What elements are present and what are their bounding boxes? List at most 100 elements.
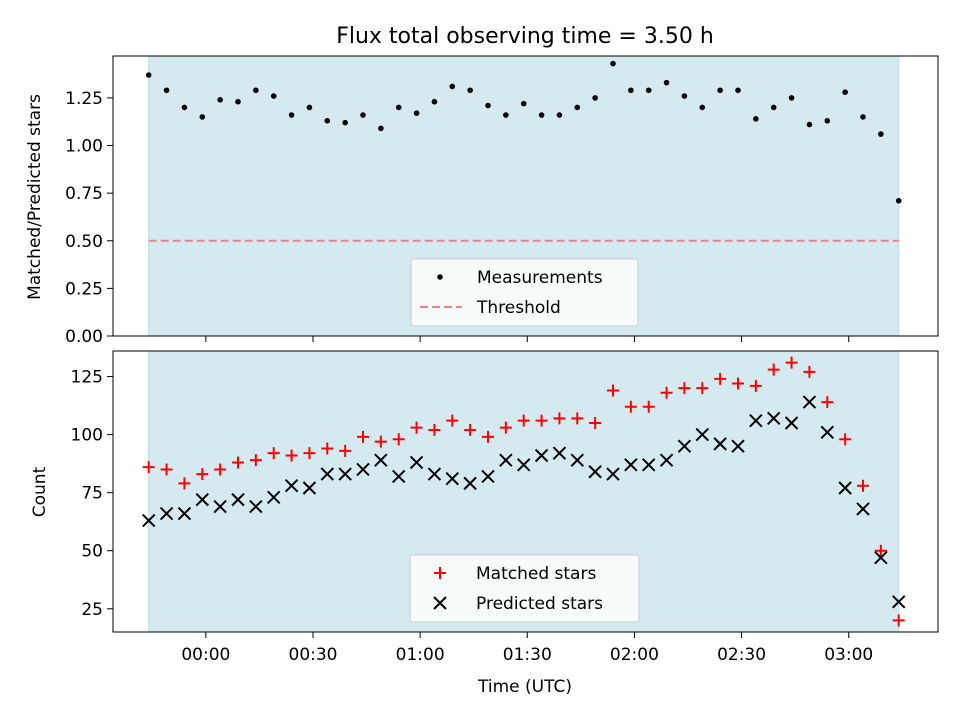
predicted-point xyxy=(659,453,674,467)
measurement-point xyxy=(395,104,402,111)
predicted-point xyxy=(320,467,334,481)
predicted-point xyxy=(820,425,834,439)
matched-point xyxy=(232,456,244,469)
measurement-point xyxy=(503,112,509,118)
predicted-point xyxy=(427,467,442,481)
matched-point xyxy=(517,414,530,427)
predicted-point xyxy=(302,481,317,495)
y-tick-label: 0.25 xyxy=(65,279,103,299)
y-tick-label: 1.00 xyxy=(65,137,103,157)
matched-point xyxy=(428,423,441,436)
measurement-point xyxy=(378,125,384,132)
predicted-point xyxy=(177,506,192,521)
axes-frame xyxy=(112,55,939,337)
matched-point xyxy=(142,461,155,474)
matched-point xyxy=(642,400,655,413)
y-tick-label: 25 xyxy=(81,600,103,620)
predicted-point xyxy=(588,465,602,479)
predicted-point xyxy=(642,458,656,472)
matched-point xyxy=(839,433,852,446)
x-tick-label: 00:30 xyxy=(289,645,338,665)
measurement-point xyxy=(270,93,277,99)
measurement-point xyxy=(431,98,438,105)
legend-label-matched: Matched stars xyxy=(476,564,596,584)
predicted-point xyxy=(677,439,692,453)
legend-box xyxy=(409,554,640,623)
matched-point xyxy=(357,430,369,443)
chart-title: Flux total observing time = 3.50 h xyxy=(336,24,714,49)
matched-point xyxy=(696,382,709,395)
measurement-point xyxy=(592,95,598,101)
x-tick-label: 02:30 xyxy=(717,645,766,665)
matched-point xyxy=(499,421,512,434)
measurement-point xyxy=(610,60,616,67)
matched-point xyxy=(249,454,262,467)
measurement-point xyxy=(628,87,634,94)
measurement-point xyxy=(645,87,652,94)
legend-marker-matched xyxy=(434,567,446,579)
predicted-point xyxy=(624,458,638,472)
measurement-point xyxy=(181,104,188,111)
matched-point xyxy=(392,433,405,446)
matched-point xyxy=(892,614,905,627)
measurement-point xyxy=(842,89,848,95)
measurement-point xyxy=(878,131,884,137)
predicted-point xyxy=(606,467,620,481)
x-axis-label: Time (UTC) xyxy=(477,677,572,697)
predicted-point xyxy=(534,448,549,463)
measurement-point xyxy=(717,87,723,94)
y-axis-label-count: Count xyxy=(30,466,50,517)
x-tick-label: 01:00 xyxy=(396,645,445,665)
predicted-point xyxy=(802,395,817,409)
predicted-point xyxy=(499,453,513,467)
measurement-point xyxy=(163,87,170,94)
predicted-point xyxy=(767,411,781,426)
measurement-point xyxy=(449,83,456,90)
predicted-point xyxy=(213,499,227,514)
predicted-point xyxy=(231,492,245,507)
measurement-point xyxy=(217,97,223,103)
matched-point xyxy=(857,479,869,492)
matched-point xyxy=(482,430,494,443)
x-tick-label: 03:00 xyxy=(824,645,873,665)
predicted-point xyxy=(856,502,870,516)
measurement-point xyxy=(520,100,527,107)
y-axis-label-ratio: Matched/Predicted stars xyxy=(25,94,45,300)
matched-point xyxy=(464,423,477,436)
predicted-point xyxy=(463,476,477,491)
x-tick-label: 01:30 xyxy=(503,645,552,665)
y-tick-label: 0.75 xyxy=(65,184,103,204)
matched-point xyxy=(803,365,816,378)
matched-point xyxy=(535,414,548,427)
predicted-point xyxy=(356,462,370,477)
matched-point xyxy=(821,396,834,409)
x-tick-label: 02:00 xyxy=(610,645,659,665)
legend-ratio: Measurements Threshold xyxy=(410,258,639,327)
measurement-point xyxy=(467,87,473,94)
measurement-point xyxy=(753,116,759,122)
matched-point xyxy=(660,386,673,399)
matched-point xyxy=(714,372,727,385)
predicted-point xyxy=(731,439,745,453)
predicted-point xyxy=(195,492,209,507)
measurement-point xyxy=(324,117,331,124)
measurement-point xyxy=(574,104,581,111)
matched-point xyxy=(624,400,637,413)
matched-point xyxy=(785,356,798,369)
matched-point xyxy=(446,414,459,427)
matched-point xyxy=(589,416,602,429)
predicted-point xyxy=(713,437,727,451)
predicted-point xyxy=(695,427,709,442)
predicted-point xyxy=(749,413,763,428)
measurement-point xyxy=(788,95,795,101)
predicted-point xyxy=(267,490,281,505)
y-tick-label: 1.25 xyxy=(65,89,103,109)
y-tick-label: 50 xyxy=(81,542,103,562)
measurement-point xyxy=(770,104,777,111)
legend-marker-measurements xyxy=(437,274,443,280)
measurement-point xyxy=(413,110,420,116)
ratio-panel: 0.00 0.25 0.50 0.75 1.00 1.25 xyxy=(65,55,939,347)
predicted-point xyxy=(249,499,263,514)
predicted-point xyxy=(838,481,852,495)
matched-point xyxy=(196,468,209,481)
